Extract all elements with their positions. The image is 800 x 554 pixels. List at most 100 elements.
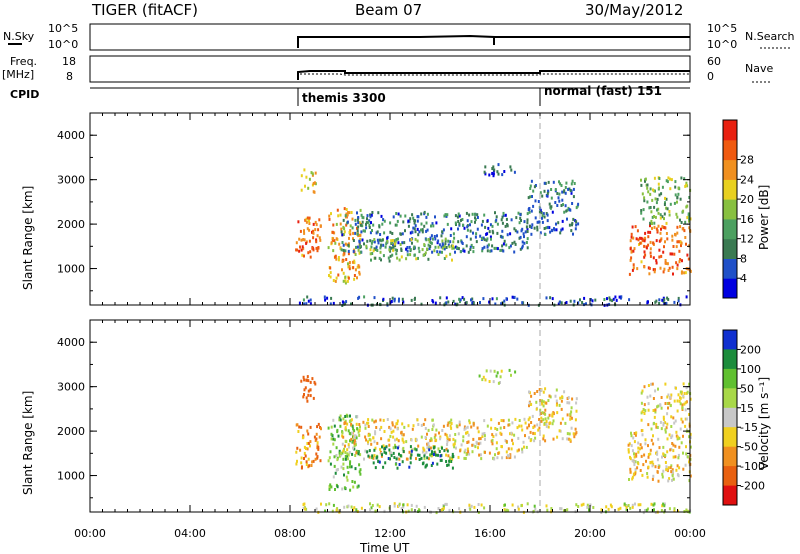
range-cell bbox=[483, 245, 486, 249]
range-cell bbox=[315, 507, 318, 511]
range-cell bbox=[462, 249, 465, 252]
range-cell bbox=[504, 224, 507, 228]
range-cell bbox=[533, 439, 536, 443]
range-cell bbox=[354, 467, 357, 471]
range-cell bbox=[441, 246, 444, 250]
range-cell bbox=[416, 215, 419, 219]
range-cell bbox=[533, 432, 536, 436]
range-cell bbox=[415, 438, 418, 442]
range-cell bbox=[352, 266, 355, 270]
range-cell bbox=[636, 267, 639, 271]
range-cell bbox=[660, 227, 662, 231]
range-cell bbox=[334, 279, 337, 283]
range-cell bbox=[449, 456, 451, 460]
range-cell bbox=[492, 165, 495, 169]
range-cell bbox=[657, 207, 660, 211]
range-cell bbox=[552, 437, 555, 441]
range-cell bbox=[590, 298, 592, 302]
range-cell bbox=[344, 415, 347, 418]
range-cell bbox=[469, 507, 472, 511]
range-cell bbox=[685, 452, 688, 456]
range-cell bbox=[306, 429, 309, 433]
range-cell bbox=[410, 508, 413, 512]
range-cell bbox=[353, 441, 356, 445]
range-cell bbox=[379, 302, 381, 306]
range-cell bbox=[393, 502, 396, 506]
range-cell bbox=[477, 503, 480, 506]
range-cell bbox=[360, 506, 363, 510]
range-cell bbox=[666, 422, 669, 426]
range-cell bbox=[630, 431, 632, 435]
range-cell bbox=[655, 261, 658, 265]
range-cell bbox=[369, 508, 372, 512]
range-cell bbox=[678, 466, 681, 470]
range-cell bbox=[495, 433, 498, 437]
range-cell bbox=[640, 236, 643, 240]
range-cell bbox=[429, 446, 432, 450]
range-cell bbox=[344, 249, 347, 253]
range-cell bbox=[341, 434, 344, 438]
range-cell bbox=[372, 456, 375, 460]
range-cell bbox=[394, 462, 397, 466]
range-cell bbox=[679, 218, 681, 222]
range-cell bbox=[533, 504, 536, 508]
freq-trace bbox=[297, 70, 690, 80]
range-cell bbox=[332, 223, 335, 227]
range-cell bbox=[414, 447, 416, 451]
range-cell bbox=[431, 418, 434, 422]
range-cell bbox=[435, 511, 438, 515]
range-cell bbox=[662, 250, 665, 254]
range-cell bbox=[353, 261, 356, 265]
range-cell bbox=[358, 270, 361, 274]
range-cell bbox=[553, 228, 556, 232]
range-cell bbox=[337, 434, 340, 438]
range-cell bbox=[439, 437, 442, 441]
range-cell bbox=[664, 428, 667, 432]
range-cell bbox=[305, 241, 308, 245]
range-cell bbox=[525, 241, 528, 244]
range-cell bbox=[680, 221, 683, 224]
range-cell bbox=[356, 415, 359, 418]
range-cell bbox=[600, 508, 603, 512]
range-cell bbox=[528, 424, 530, 428]
range-cell bbox=[428, 444, 431, 448]
range-cell bbox=[671, 478, 673, 482]
range-cell bbox=[343, 230, 346, 234]
range-cell bbox=[437, 245, 440, 249]
range-cell bbox=[686, 253, 689, 257]
range-cell bbox=[355, 436, 358, 440]
range-cell bbox=[523, 235, 525, 239]
range-cell bbox=[465, 431, 467, 435]
range-cell bbox=[559, 429, 562, 433]
range-cell bbox=[491, 297, 494, 301]
range-cell bbox=[637, 446, 640, 450]
range-cell bbox=[651, 464, 654, 468]
range-cell bbox=[352, 508, 355, 512]
range-cell bbox=[666, 402, 669, 405]
range-cell bbox=[653, 221, 656, 225]
range-cell bbox=[350, 422, 353, 426]
range-cell bbox=[681, 420, 684, 424]
range-cell bbox=[445, 433, 448, 437]
range-cell bbox=[378, 505, 381, 509]
range-cell bbox=[385, 451, 388, 455]
range-cell bbox=[640, 401, 643, 405]
range-cell bbox=[474, 445, 477, 449]
range-cell bbox=[380, 243, 383, 247]
range-cell bbox=[360, 213, 363, 217]
range-cell bbox=[347, 211, 349, 215]
range-cell bbox=[340, 452, 343, 455]
range-cell bbox=[573, 182, 576, 185]
range-cell bbox=[358, 272, 361, 276]
range-cell bbox=[678, 399, 681, 403]
range-cell bbox=[491, 244, 494, 248]
range-cell bbox=[416, 418, 419, 422]
range-cell bbox=[401, 460, 404, 464]
range-cell bbox=[617, 507, 620, 511]
range-cell bbox=[402, 433, 405, 437]
range-cell bbox=[615, 298, 618, 302]
range-cell bbox=[454, 221, 457, 225]
range-cell bbox=[521, 240, 524, 244]
range-cell bbox=[646, 395, 649, 399]
range-cell bbox=[646, 183, 649, 187]
